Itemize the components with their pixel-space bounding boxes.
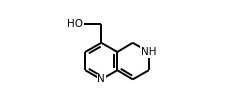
Text: HO: HO <box>67 19 83 30</box>
Text: N: N <box>97 74 105 84</box>
Text: NH: NH <box>140 47 156 57</box>
